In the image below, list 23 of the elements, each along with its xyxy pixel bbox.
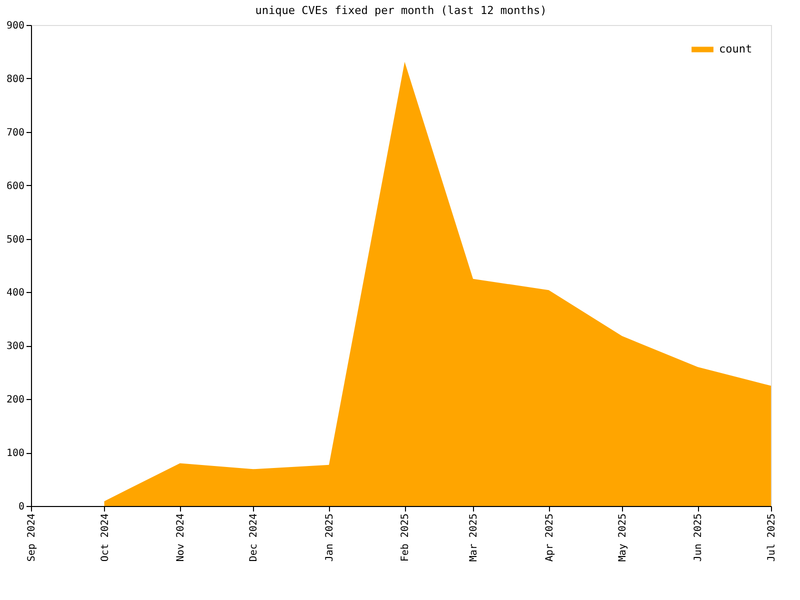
chart-title: unique CVEs fixed per month (last 12 months) [255,4,547,17]
y-tick-label: 600 [6,180,24,192]
x-tick-label: Jun 2025 [693,514,704,562]
x-tick-label: Sep 2024 [26,514,38,562]
y-tick-label: 500 [6,234,24,246]
x-tick-label: Dec 2024 [248,514,260,562]
legend-label: count [719,42,752,56]
y-tick-label: 300 [6,341,24,352]
x-tick-label: Oct 2024 [100,514,111,562]
x-tick-label: May 2025 [618,514,629,562]
y-tick-label: 900 [6,20,24,32]
x-tick-label: Mar 2025 [468,514,480,562]
y-tick-label: 0 [18,502,24,512]
x-tick-label: Feb 2025 [400,514,412,562]
y-tick-label: 100 [6,448,24,460]
y-tick-label: 200 [6,394,24,406]
y-tick-label: 700 [6,127,24,138]
y-tick-label: 400 [6,288,24,299]
x-tick-label: Apr 2025 [544,514,556,562]
x-tick-label: Nov 2024 [175,514,186,562]
y-tick-label: 800 [6,74,24,85]
x-tick-label: Jan 2025 [324,514,336,562]
x-tick-label: Jul 2025 [766,514,778,562]
